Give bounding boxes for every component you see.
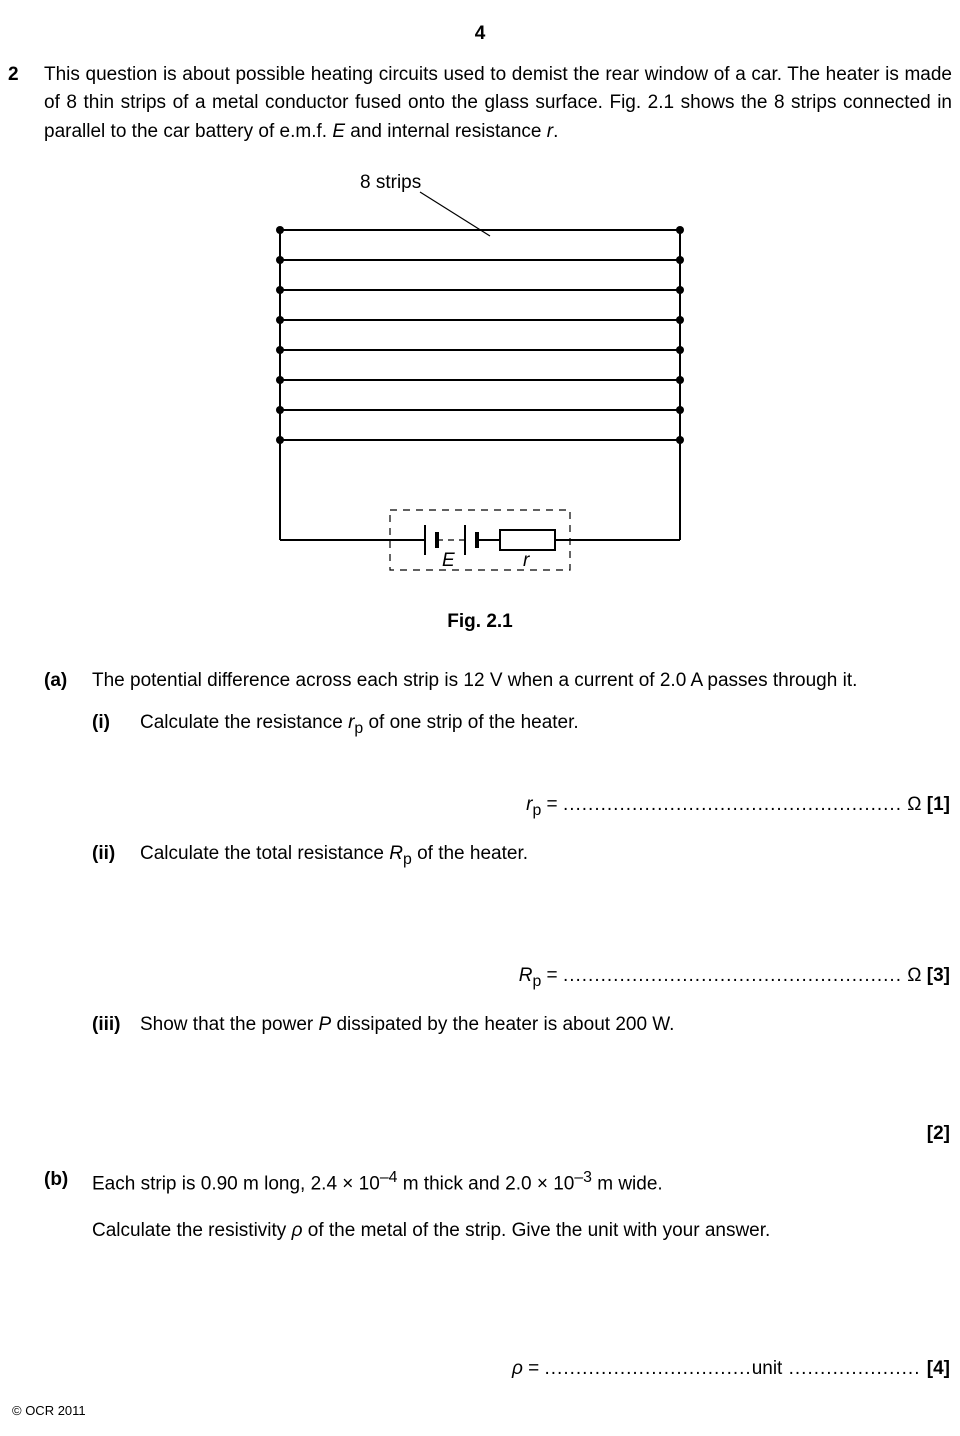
page-number: 4: [8, 20, 952, 49]
b-exp2: –3: [574, 1169, 592, 1186]
circuit-svg: 8 strips: [230, 170, 730, 590]
label-r: r: [523, 550, 530, 571]
a-i-ans-unit: Ω: [902, 794, 927, 815]
a-iii-text-1: Show that the power: [140, 1014, 319, 1035]
a-ii-ans-eq: =: [541, 965, 563, 986]
part-b-label: (b): [8, 1166, 92, 1195]
a-ii-ans-mark: [3]: [927, 965, 950, 986]
part-a-iii-row: (iii) Show that the power P dissipated b…: [8, 1011, 952, 1040]
part-a-iii-text: Show that the power P dissipated by the …: [140, 1011, 952, 1040]
circuit-diagram: 8 strips: [8, 170, 952, 590]
a-i-text-2: of one strip of the heater.: [363, 712, 578, 733]
answer-a-ii: Rp = ...................................…: [8, 962, 952, 994]
part-a-i-text: Calculate the resistance rp of one strip…: [140, 709, 952, 741]
intro-text-2: and internal resistance: [345, 121, 547, 142]
b-ans-unit-label: unit: [752, 1358, 783, 1379]
b-text-2: m thick and 2.0 × 10: [397, 1173, 574, 1194]
intro-text-3: .: [553, 121, 558, 142]
figure-caption: Fig. 2.1: [8, 608, 952, 637]
a-iii-text-2: dissipated by the heater is about 200 W.: [331, 1014, 674, 1035]
part-a-ii-text: Calculate the total resistance Rp of the…: [140, 840, 952, 872]
a-ii-ans-dots: ........................................…: [563, 965, 902, 986]
a-iii-P: P: [319, 1014, 332, 1035]
part-a-iii-label: (iii): [8, 1011, 140, 1040]
a-ii-text-1: Calculate the total resistance: [140, 843, 389, 864]
b-text-1: Each strip is 0.90 m long, 2.4 × 10: [92, 1173, 380, 1194]
b-rho: ρ: [292, 1220, 303, 1241]
label-E: E: [442, 550, 455, 571]
intro-E: E: [332, 121, 345, 142]
answer-a-iii: [2]: [8, 1120, 952, 1149]
part-a-ii-row: (ii) Calculate the total resistance Rp o…: [8, 840, 952, 872]
a-ii-text-2: of the heater.: [412, 843, 528, 864]
a-ii-ans-sub: p: [532, 972, 541, 989]
part-a-i-label: (i): [8, 709, 140, 738]
part-a-row: (a) The potential difference across each…: [8, 667, 952, 696]
a-ii-ans-unit: Ω: [902, 965, 927, 986]
answer-b: ρ = .................................uni…: [8, 1355, 952, 1384]
part-a-ii-label: (ii): [8, 840, 140, 869]
footer-copyright: © OCR 2011: [12, 1401, 86, 1421]
question-intro: This question is about possible heating …: [44, 61, 952, 147]
a-i-ans-dots: ........................................…: [563, 794, 902, 815]
a-i-sub: p: [354, 720, 363, 737]
b-exp1: –4: [380, 1169, 398, 1186]
part-a-text: The potential difference across each str…: [92, 667, 952, 696]
b-ans-eq: =: [523, 1358, 545, 1379]
b-text-3: m wide.: [592, 1173, 663, 1194]
b-text-4: Calculate the resistivity: [92, 1220, 292, 1241]
a-i-text-1: Calculate the resistance: [140, 712, 348, 733]
question-number: 2: [8, 61, 44, 90]
question-row: 2 This question is about possible heatin…: [8, 61, 952, 147]
b-ans-unit-dots: .....................: [782, 1358, 926, 1379]
a-ii-ans-R: R: [519, 965, 533, 986]
part-a-i-row: (i) Calculate the resistance rp of one s…: [8, 709, 952, 741]
a-ii-sub: p: [403, 851, 412, 868]
b-ans-rho: ρ: [512, 1358, 523, 1379]
part-a-label: (a): [8, 667, 92, 696]
b-ans-mark: [4]: [927, 1358, 950, 1379]
b-text-5: of the metal of the strip. Give the unit…: [302, 1220, 770, 1241]
a-i-ans-sub: p: [532, 801, 541, 818]
a-ii-Rp: R: [389, 843, 403, 864]
a-iii-ans-mark: [2]: [927, 1123, 950, 1144]
b-ans-dots: .................................: [545, 1358, 752, 1379]
part-b-body: Each strip is 0.90 m long, 2.4 × 10–4 m …: [92, 1166, 952, 1245]
strips-label: 8 strips: [360, 172, 421, 193]
a-i-ans-mark: [1]: [927, 794, 950, 815]
part-b-row: (b) Each strip is 0.90 m long, 2.4 × 10–…: [8, 1166, 952, 1245]
a-i-ans-eq: =: [541, 794, 563, 815]
answer-a-i: rp = ...................................…: [8, 791, 952, 823]
